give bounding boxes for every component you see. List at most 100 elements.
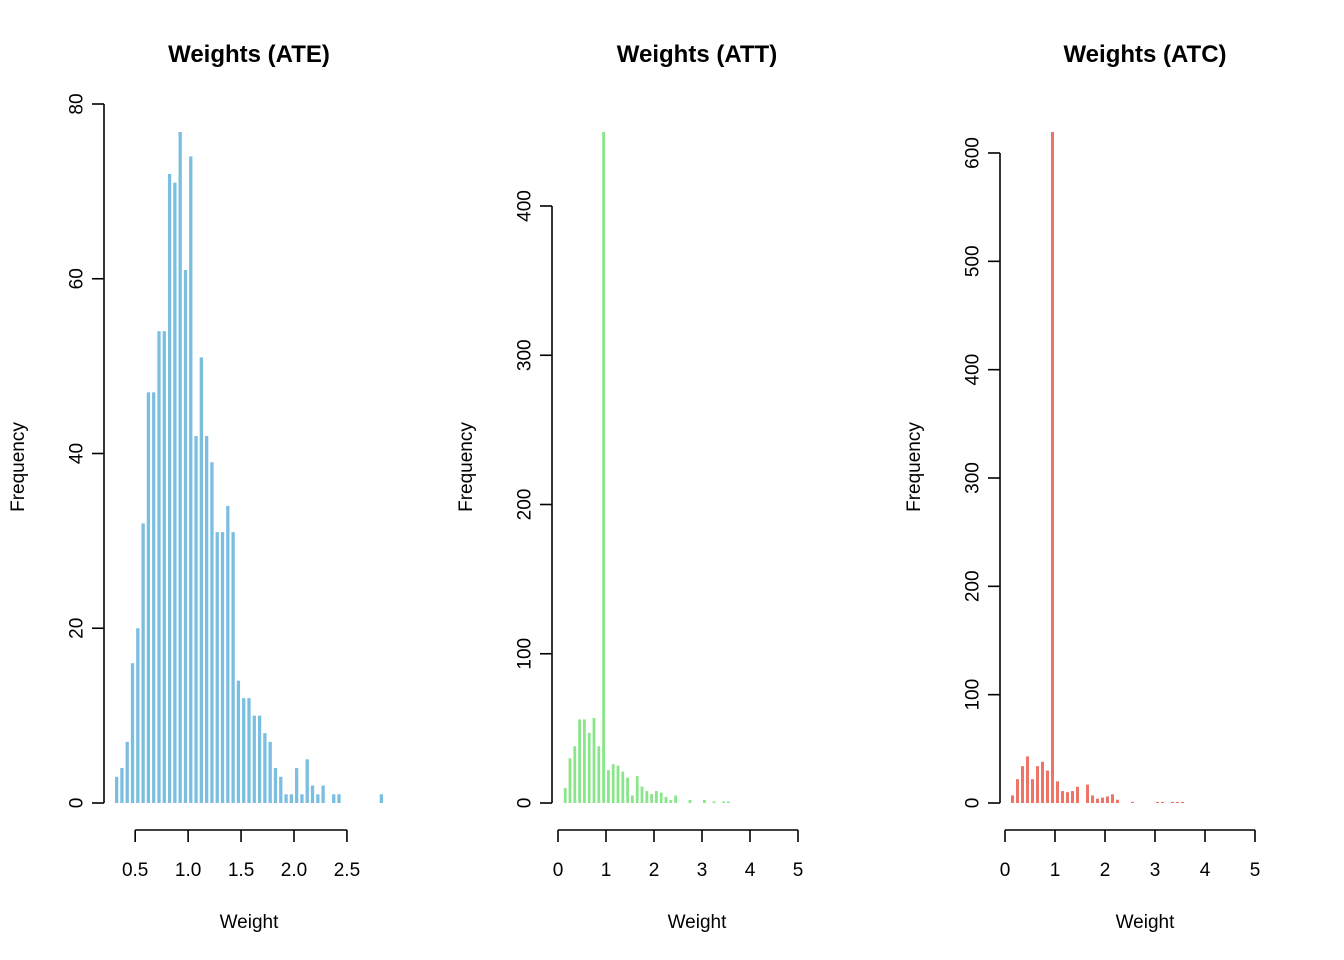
histogram-bar [573, 746, 577, 803]
chart-title: Weights (ATC) [1063, 41, 1226, 68]
x-axis-label: Weight [220, 912, 280, 933]
x-axis-label: Weight [668, 912, 728, 933]
histogram-bar [321, 785, 325, 803]
histogram-bar [136, 628, 140, 803]
y-tick-label: 20 [67, 618, 88, 639]
histogram-bar [284, 794, 288, 803]
histogram-bar [659, 792, 663, 803]
x-ticks: 0 1 2 3 4 5 [553, 830, 803, 881]
histogram-bar [1161, 801, 1164, 803]
histogram-bar [645, 791, 649, 803]
y-tick-label: 300 [963, 462, 984, 494]
histogram-bar [125, 741, 129, 803]
histogram-bar [332, 794, 336, 803]
histogram-bar [305, 759, 309, 803]
histogram-bar [1091, 795, 1094, 803]
y-tick-label: 600 [963, 137, 984, 169]
histogram-bar [1096, 798, 1099, 803]
x-ticks: 0 1 2 3 4 5 [1000, 830, 1260, 881]
histogram-bar [1101, 797, 1104, 803]
histogram-bar [631, 795, 634, 803]
histogram-bar [1056, 781, 1059, 803]
histogram-bar [236, 680, 241, 803]
histogram-bar [1076, 786, 1079, 803]
histogram-bar [1116, 799, 1119, 803]
histogram-bar [279, 776, 283, 803]
histogram-bar [120, 768, 124, 803]
histogram-bar [231, 532, 235, 803]
histogram-bar [587, 732, 591, 803]
x-tick-label: 2 [649, 860, 660, 881]
histogram-bar [568, 758, 572, 803]
histogram-bar [146, 392, 151, 803]
y-tick-label: 400 [963, 354, 984, 386]
histogram-bar [602, 132, 605, 803]
histogram-bar [669, 800, 673, 803]
histogram-bar [583, 719, 586, 803]
y-tick-label: 0 [963, 798, 984, 809]
x-tick-label: 4 [1200, 860, 1211, 881]
y-tick-label: 500 [963, 245, 984, 277]
histogram-bar [1066, 792, 1069, 803]
histogram-bar [273, 768, 278, 803]
y-tick-label: 0 [515, 798, 536, 809]
histogram-bar [300, 794, 304, 803]
histogram-bar [635, 776, 639, 803]
y-tick-label: 200 [963, 570, 984, 602]
histogram-bar [1051, 132, 1054, 803]
histogram-bar [289, 794, 293, 803]
histogram-bar [379, 794, 383, 803]
histogram-bar [252, 715, 256, 804]
y-ticks: 0 20 40 60 80 [67, 93, 104, 808]
x-tick-label: 0.5 [122, 860, 148, 881]
histogram-bar [1171, 801, 1174, 803]
histogram-bar [674, 795, 677, 803]
y-tick-label: 400 [515, 190, 536, 222]
histogram-bar [1176, 801, 1179, 803]
histogram-bar [173, 182, 177, 803]
x-axis-label: Weight [1116, 912, 1176, 933]
histogram-bar [247, 698, 251, 803]
histogram-bar [1181, 801, 1184, 803]
histogram-bar [727, 801, 730, 803]
y-tick-label: 40 [67, 443, 88, 464]
histogram-bar [310, 785, 315, 803]
histogram-bar [226, 505, 230, 803]
histogram-bar [597, 746, 601, 803]
histogram-bar [592, 717, 596, 803]
histogram-bar [626, 777, 629, 803]
histogram-bar [1071, 791, 1074, 803]
y-tick-label: 100 [963, 679, 984, 711]
histogram-bar [578, 719, 581, 803]
histogram-bar [316, 794, 320, 803]
chart-title: Weights (ATT) [617, 41, 777, 68]
histogram-bar [650, 794, 653, 803]
histogram-bar [655, 791, 658, 803]
y-tick-label: 60 [67, 268, 88, 289]
histogram-bar [152, 392, 156, 803]
histogram-bar [1106, 796, 1109, 803]
x-tick-label: 2.5 [334, 860, 360, 881]
histogram-bar [189, 156, 193, 804]
histogram-bar [167, 173, 172, 803]
y-axis-label: Frequency [456, 422, 477, 512]
histogram-bar [1086, 784, 1089, 803]
y-ticks: 0 100 200 300 400 [515, 190, 552, 808]
y-tick-label: 80 [67, 93, 88, 114]
histogram-bar [205, 436, 209, 803]
histogram-bar [703, 800, 706, 803]
histogram-bar [263, 733, 267, 803]
histogram-bar [688, 800, 692, 803]
histogram-bar [295, 768, 299, 803]
x-tick-label: 2.0 [281, 860, 307, 881]
histogram-bar [199, 357, 203, 803]
chart-title: Weights (ATE) [168, 41, 330, 68]
x-tick-label: 4 [745, 860, 756, 881]
histogram-bar [215, 532, 219, 803]
panel-atc: Weights (ATC) Frequency Weight 0 1 2 3 4 5 0 1… [904, 41, 1260, 933]
x-ticks: 0.5 1.0 1.5 2.0 2.5 [122, 830, 360, 881]
histogram-bar [722, 801, 725, 803]
histogram-bar [640, 786, 644, 803]
x-tick-label: 1.5 [228, 860, 254, 881]
